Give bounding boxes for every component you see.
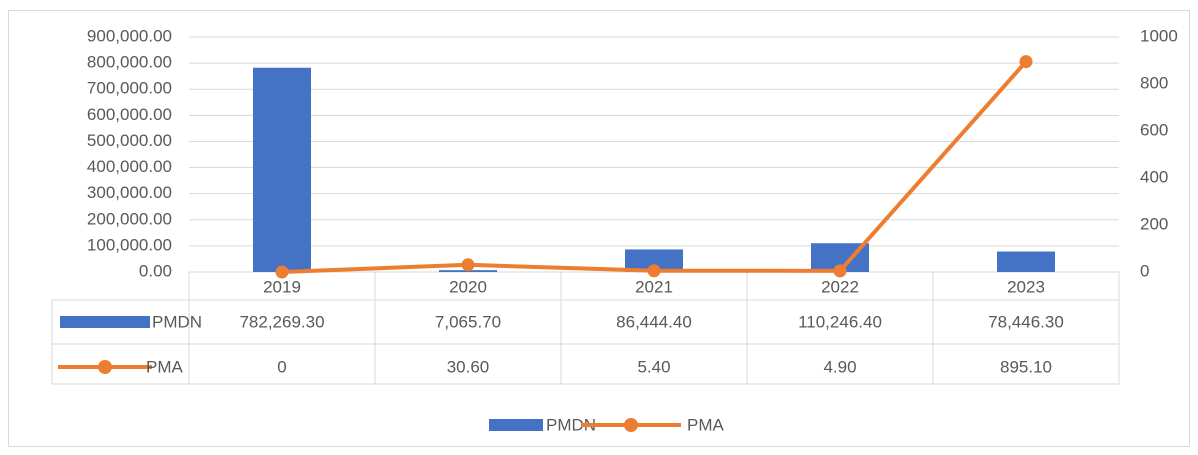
table-cell: 0 bbox=[277, 357, 286, 376]
y-tick-label: 400,000.00 bbox=[87, 157, 172, 176]
chart-border bbox=[8, 10, 1190, 447]
table-cell: 5.40 bbox=[637, 357, 670, 376]
y2-tick-label: 400 bbox=[1140, 167, 1168, 186]
y-tick-label: 300,000.00 bbox=[87, 183, 172, 202]
table-cell: 30.60 bbox=[447, 357, 490, 376]
bar bbox=[997, 251, 1055, 272]
y2-tick-label: 800 bbox=[1140, 73, 1168, 92]
table-cell: 782,269.30 bbox=[239, 312, 324, 331]
x-tick-label: 2022 bbox=[821, 277, 859, 296]
x-tick-label: 2020 bbox=[449, 277, 487, 296]
legend-label: PMDN bbox=[546, 415, 596, 434]
x-tick-label: 2023 bbox=[1007, 277, 1045, 296]
table-key bbox=[98, 360, 112, 374]
y-tick-label: 0.00 bbox=[139, 261, 172, 280]
legend-label: PMA bbox=[687, 415, 725, 434]
line-marker bbox=[1019, 55, 1033, 69]
table-cell: 895.10 bbox=[1000, 357, 1052, 376]
y-tick-label: 600,000.00 bbox=[87, 105, 172, 124]
table-key bbox=[60, 316, 150, 328]
x-tick-label: 2021 bbox=[635, 277, 673, 296]
table-cell: 110,246.40 bbox=[798, 312, 882, 331]
line-marker bbox=[833, 264, 847, 278]
table-series-name: PMDN bbox=[152, 312, 202, 331]
bar bbox=[625, 249, 683, 272]
y-tick-label: 800,000.00 bbox=[87, 53, 172, 72]
y-tick-label: 100,000.00 bbox=[87, 235, 172, 254]
y-tick-label: 900,000.00 bbox=[87, 26, 172, 45]
y-tick-label: 700,000.00 bbox=[87, 79, 172, 98]
legend-key bbox=[624, 418, 638, 432]
y2-tick-label: 1000 bbox=[1140, 26, 1178, 45]
y2-tick-label: 200 bbox=[1140, 214, 1168, 233]
line-marker bbox=[275, 265, 289, 279]
line-marker bbox=[647, 264, 661, 278]
y-tick-label: 200,000.00 bbox=[87, 209, 172, 228]
bar bbox=[253, 67, 311, 273]
y2-tick-label: 600 bbox=[1140, 120, 1168, 139]
table-cell: 86,444.40 bbox=[616, 312, 692, 331]
x-tick-label: 2019 bbox=[263, 277, 301, 296]
y-tick-label: 500,000.00 bbox=[87, 131, 172, 150]
table-series-name: PMA bbox=[146, 357, 184, 376]
table-cell: 78,446.30 bbox=[988, 312, 1064, 331]
y2-tick-label: 0 bbox=[1140, 261, 1149, 280]
table-cell: 7,065.70 bbox=[435, 312, 501, 331]
line-marker bbox=[461, 258, 475, 272]
table-cell: 4.90 bbox=[823, 357, 856, 376]
legend-key bbox=[489, 419, 543, 431]
